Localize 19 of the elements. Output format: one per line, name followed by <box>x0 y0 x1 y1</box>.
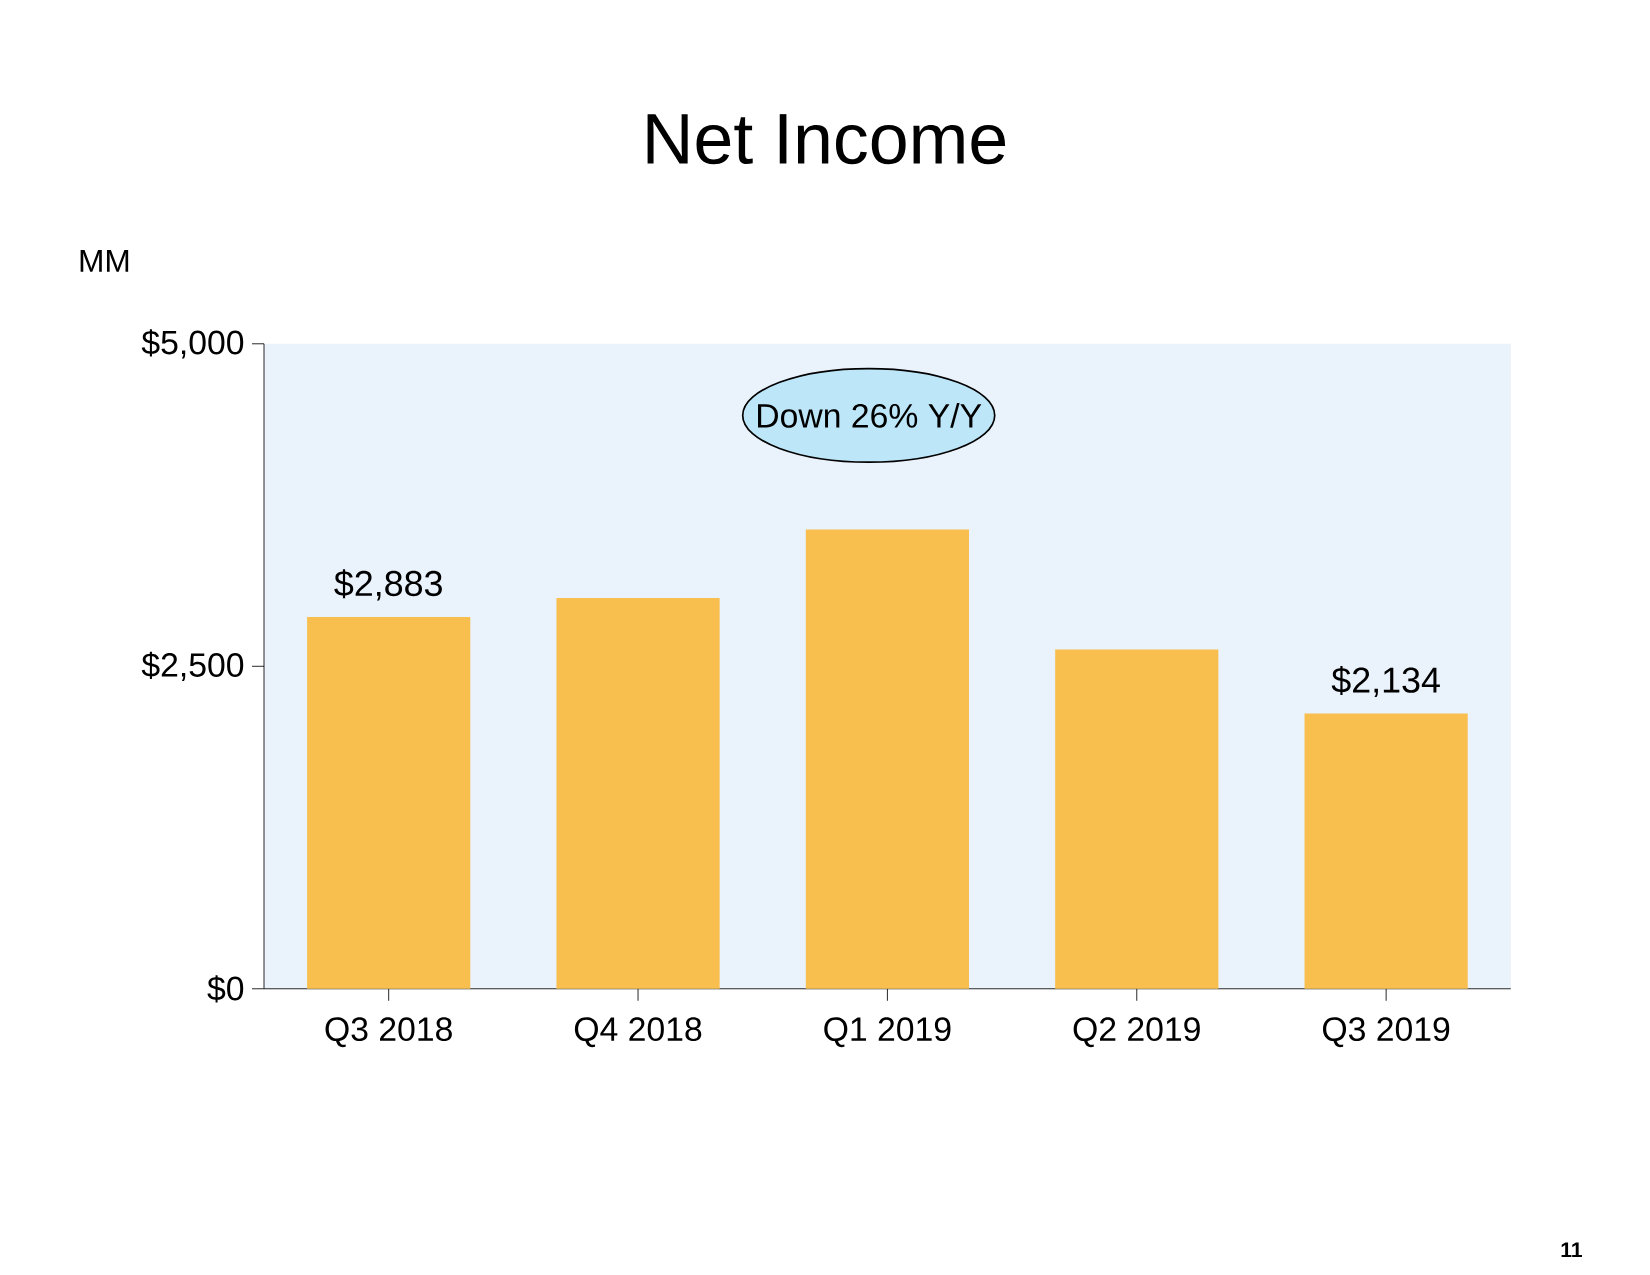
chart-title: Net Income <box>647 114 1006 165</box>
y-tick-label: $0 <box>207 975 244 1003</box>
text: 11 <box>1561 1242 1582 1258</box>
x-tick-label: Q4 2018 <box>574 1017 702 1048</box>
annotation: Down 26% Y/Y <box>758 403 982 428</box>
x-tick-label: Q3 2019 <box>1322 1017 1450 1048</box>
x-tick-label: Q2 2019 <box>1073 1017 1200 1048</box>
bar <box>307 616 471 989</box>
bar <box>556 597 720 989</box>
bar <box>805 529 970 989</box>
data-label: $2,883 <box>334 569 442 601</box>
data-label: $2,134 <box>1331 665 1440 698</box>
y-tick-label: $5,000 <box>141 329 244 359</box>
y-tick-label: $2,500 <box>141 651 244 681</box>
bar <box>1304 713 1468 989</box>
x-tick-label: Q3 2018 <box>325 1017 452 1048</box>
y-axis-title: MM <box>80 250 129 272</box>
bar <box>1055 649 1219 989</box>
x-tick-label: Q1 2019 <box>824 1017 951 1048</box>
